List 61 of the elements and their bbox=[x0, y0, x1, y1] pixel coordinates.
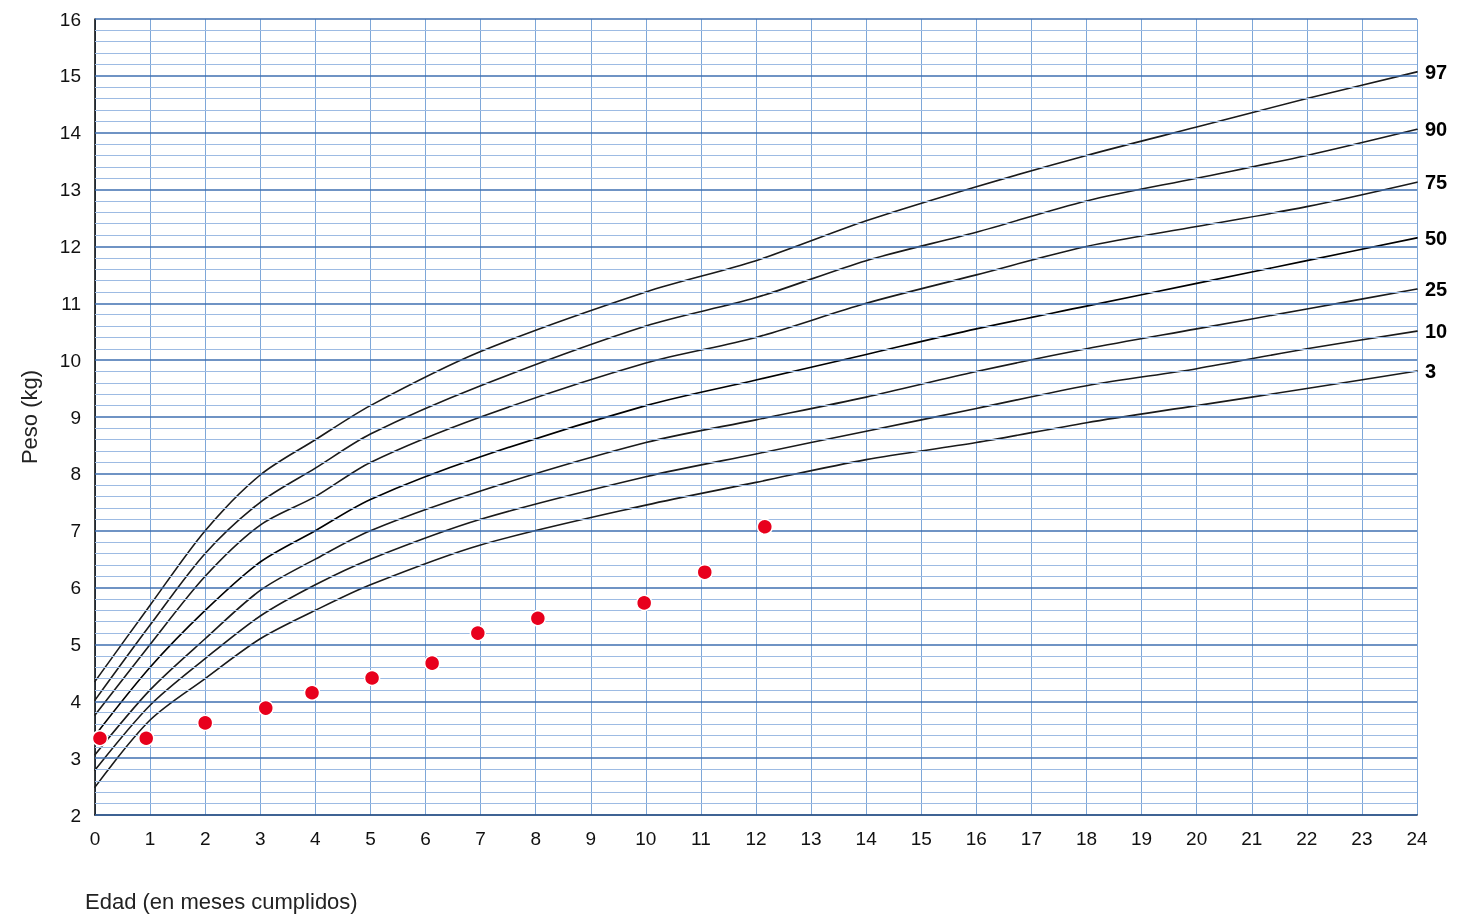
point bbox=[423, 654, 441, 672]
point bbox=[363, 669, 381, 687]
point bbox=[635, 594, 653, 612]
y-tick-label: 11 bbox=[61, 292, 81, 314]
x-tick-label: 5 bbox=[365, 828, 376, 849]
point bbox=[756, 518, 774, 535]
series-label: 75 bbox=[1425, 171, 1448, 194]
x-tick-label: 23 bbox=[1351, 828, 1373, 849]
x-tick-label: 15 bbox=[910, 828, 932, 849]
x-tick-label: 7 bbox=[475, 828, 486, 849]
point bbox=[529, 610, 547, 627]
x-tick-label: 10 bbox=[635, 828, 657, 849]
x-tick-label: 8 bbox=[530, 828, 541, 849]
x-tick-label: 11 bbox=[691, 828, 711, 849]
point bbox=[137, 730, 155, 747]
y-tick-label: 3 bbox=[70, 747, 81, 769]
point bbox=[696, 563, 714, 581]
y-tick-label: 6 bbox=[70, 577, 81, 599]
x-tick-label: 6 bbox=[420, 828, 431, 849]
y-tick-label: 5 bbox=[70, 633, 81, 655]
y-tick-label: 15 bbox=[59, 65, 81, 87]
point bbox=[469, 624, 487, 642]
y-tick-label: 7 bbox=[70, 520, 81, 542]
x-tick-label: 17 bbox=[1020, 828, 1042, 849]
series-label: 97 bbox=[1425, 60, 1448, 83]
y-tick-label: 12 bbox=[59, 235, 81, 257]
series-label: 50 bbox=[1425, 226, 1448, 249]
series-label: 10 bbox=[1425, 320, 1448, 343]
x-tick-label: 18 bbox=[1075, 828, 1098, 849]
x-tick-label: 9 bbox=[585, 828, 597, 849]
x-tick-label: 13 bbox=[800, 828, 822, 849]
series-label: 90 bbox=[1425, 118, 1448, 141]
y-axis-title: Peso (kg) bbox=[16, 369, 42, 465]
x-tick-label: 19 bbox=[1131, 828, 1153, 849]
x-tick-label: 24 bbox=[1406, 828, 1428, 849]
x-tick-label: 3 bbox=[254, 828, 266, 849]
x-tick-label: 1 bbox=[144, 828, 156, 849]
x-tick-label: 0 bbox=[89, 828, 101, 849]
series-label: 3 bbox=[1425, 359, 1437, 382]
point bbox=[303, 684, 321, 701]
x-tick-label: 4 bbox=[310, 828, 322, 849]
y-tick-label: 16 bbox=[59, 8, 81, 30]
y-tick-label: 13 bbox=[59, 179, 81, 201]
point bbox=[257, 699, 275, 717]
x-tick-label: 2 bbox=[199, 828, 211, 849]
point bbox=[91, 730, 109, 747]
x-axis-title: Edad (en meses cumplidos) bbox=[85, 888, 358, 914]
x-tick-label: 16 bbox=[965, 828, 987, 849]
y-tick-label: 9 bbox=[70, 406, 81, 428]
x-tick-label: 22 bbox=[1296, 828, 1318, 849]
x-tick-label: 14 bbox=[855, 828, 878, 849]
y-tick-label: 14 bbox=[59, 122, 82, 144]
y-tick-label: 2 bbox=[70, 804, 81, 826]
y-tick-label: 8 bbox=[70, 463, 81, 485]
x-tick-label: 21 bbox=[1241, 828, 1263, 849]
y-tick-label: 4 bbox=[70, 690, 82, 712]
x-tick-label: 20 bbox=[1186, 828, 1208, 849]
point bbox=[196, 714, 214, 732]
y-tick-label: 10 bbox=[59, 349, 81, 371]
x-tick-label: 12 bbox=[745, 828, 767, 849]
series-label: 25 bbox=[1425, 278, 1448, 301]
